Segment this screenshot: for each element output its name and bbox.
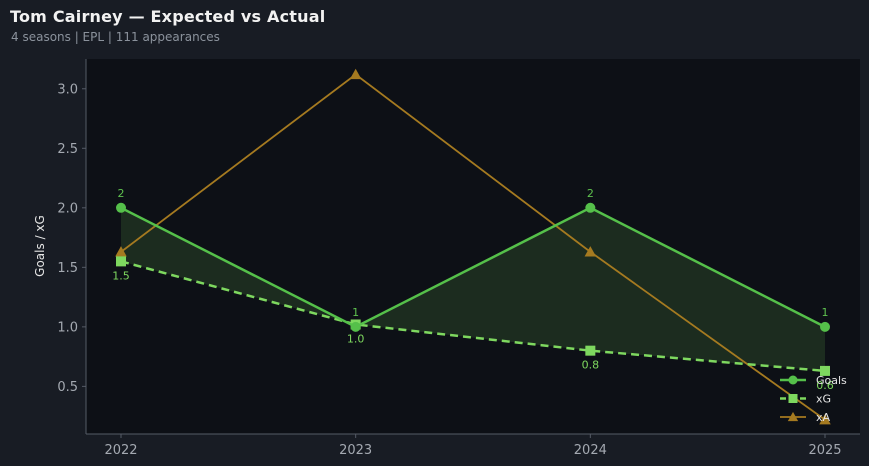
data-point-xa xyxy=(584,246,597,257)
legend-item-goals: Goals xyxy=(780,374,847,387)
data-labels: 2 1 2 1 1.5 1.0 0.8 0.6 xyxy=(112,187,834,392)
data-point-xa xyxy=(115,246,127,257)
series-line-goals xyxy=(120,206,826,329)
x-tick-label: 2022 xyxy=(104,443,137,458)
data-point-xa xyxy=(819,413,831,425)
fill-area xyxy=(121,207,825,371)
data-point-goals xyxy=(350,321,361,332)
goals-xg-fill xyxy=(121,207,825,371)
legend-marker xyxy=(787,411,799,422)
series-line-xg xyxy=(120,260,826,373)
data-point-goals xyxy=(820,321,830,332)
y-tick-label: 2.5 xyxy=(57,142,78,157)
data-label-xg: 1.0 xyxy=(347,332,365,345)
x-tick-label: 2023 xyxy=(339,443,372,458)
data-point-xg xyxy=(116,256,126,267)
x-tick-label: 2024 xyxy=(574,443,607,458)
data-label-xg: 0.6 xyxy=(816,379,834,392)
legend-marker xyxy=(788,375,798,385)
y-tick-label: 3.0 xyxy=(57,82,78,97)
data-label-goals: 1 xyxy=(822,306,829,319)
legend-marker xyxy=(788,394,798,403)
legend-item-xa: xA xyxy=(780,411,831,424)
legend-label: xG xyxy=(816,393,831,406)
data-point-goals xyxy=(116,202,126,213)
legend-item-xg: xG xyxy=(780,393,831,406)
legend-label: xA xyxy=(816,411,831,424)
data-point-xg xyxy=(820,365,830,376)
series-goals xyxy=(116,202,830,332)
legend: Goals xG xA xyxy=(780,374,847,424)
series-line-xa xyxy=(120,73,826,421)
series-lines xyxy=(115,68,831,425)
legend-label: Goals xyxy=(816,374,847,387)
plot-background xyxy=(86,59,860,434)
x-tick-label: 2025 xyxy=(808,443,841,458)
y-tick-label: 2.0 xyxy=(57,201,78,216)
y-tick-label: 0.5 xyxy=(57,380,78,395)
axes: 0.5 1.0 1.5 2.0 2.5 3.0 2022 2023 2024 2025 xyxy=(57,59,860,458)
data-label-xg: 0.8 xyxy=(582,359,600,372)
chart-subtitle: 4 seasons | EPL | 111 appearances xyxy=(11,30,220,44)
data-label-goals: 2 xyxy=(118,187,125,200)
data-label-goals: 1 xyxy=(352,306,359,319)
y-axis-label: Goals / xG xyxy=(33,215,47,277)
series-xa xyxy=(115,68,831,425)
data-label-xg: 1.5 xyxy=(112,269,130,282)
data-point-goals xyxy=(585,202,596,213)
y-tick-label: 1.5 xyxy=(57,261,78,276)
data-point-xa xyxy=(349,68,362,80)
data-label-goals: 2 xyxy=(587,187,594,200)
data-point-xg xyxy=(585,345,596,356)
y-tick-label: 1.0 xyxy=(57,320,78,335)
chart-title: Tom Cairney — Expected vs Actual xyxy=(10,7,326,26)
